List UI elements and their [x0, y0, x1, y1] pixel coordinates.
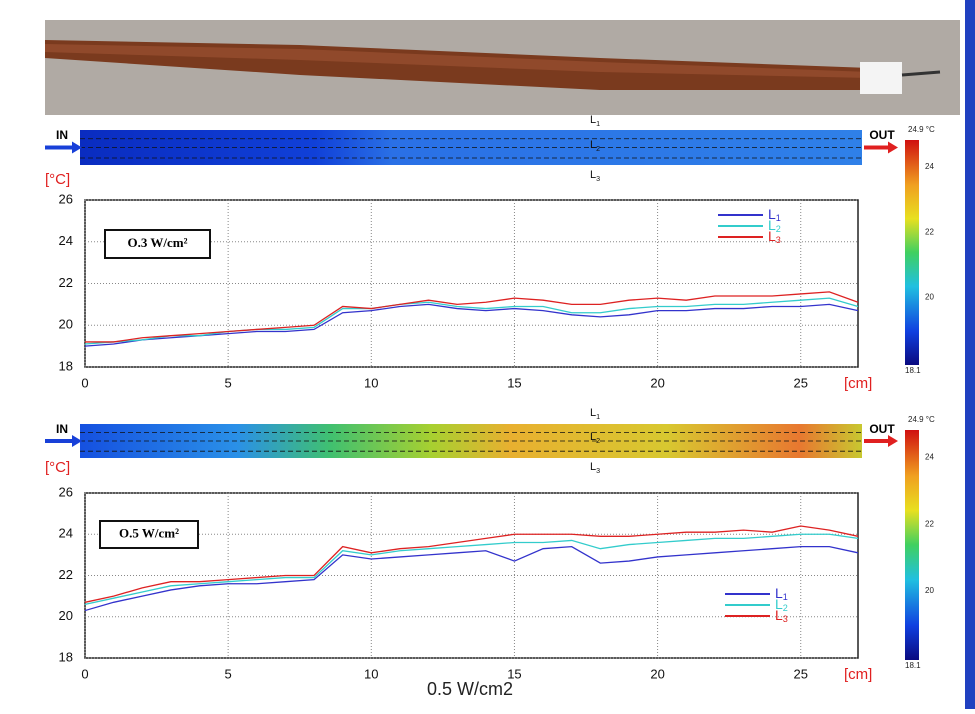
- legend-label: L3: [768, 228, 781, 246]
- y-tick-label: 20: [59, 317, 73, 332]
- x-tick-label: 0: [81, 375, 88, 390]
- data-line: [84, 533, 859, 606]
- plot-area: [84, 199, 859, 368]
- y-tick-label: 26: [59, 191, 73, 206]
- x-tick-label: 20: [650, 375, 664, 390]
- outlet-arrow-head: [888, 141, 898, 154]
- data-line: [84, 297, 859, 345]
- x-tick-label: 5: [225, 375, 232, 390]
- caption: 0.5 W/cm2: [427, 679, 513, 699]
- line-label: L1: [590, 407, 600, 421]
- x-tick-label: 5: [225, 666, 232, 681]
- x-tick-label: 0: [81, 666, 88, 681]
- colorbar-max: 24.9 °C: [908, 125, 935, 134]
- legend-label: L2: [775, 596, 788, 614]
- colorbar-tick: 24: [925, 162, 934, 171]
- line-label: L2: [590, 139, 600, 153]
- line-label: L3: [590, 461, 600, 475]
- y-tick-label: 24: [59, 526, 73, 541]
- colorbar-max: 24.9 °C: [908, 415, 935, 424]
- colorbar: [905, 140, 919, 365]
- y-tick-label: 22: [59, 567, 73, 582]
- line-label: L1: [590, 114, 600, 128]
- y-axis-unit: [°C]: [45, 171, 70, 188]
- y-tick-label: 26: [59, 484, 73, 499]
- colorbar-tick: 20: [925, 293, 934, 302]
- data-line: [84, 525, 859, 603]
- x-axis-unit: [cm]: [844, 666, 872, 683]
- y-tick-label: 22: [59, 275, 73, 290]
- x-tick-label: 15: [507, 375, 521, 390]
- x-tick-label: 25: [794, 666, 808, 681]
- colorbar-min: 18.1: [905, 661, 921, 670]
- x-tick-label: 20: [650, 666, 664, 681]
- outlet-arrow-head: [888, 435, 898, 447]
- page-border: [965, 0, 975, 709]
- legend-label: L2: [768, 217, 781, 235]
- inlet-label: IN: [56, 128, 68, 142]
- x-axis-unit: [cm]: [844, 375, 872, 392]
- outlet-label: OUT: [869, 422, 895, 436]
- x-tick-label: 25: [794, 375, 808, 390]
- photo: [45, 20, 960, 115]
- annotation: O.3 W/cm²: [128, 235, 188, 250]
- y-tick-label: 18: [59, 358, 73, 373]
- legend-label: L1: [768, 206, 781, 224]
- y-tick-label: 24: [59, 233, 73, 248]
- x-tick-label: 15: [507, 666, 521, 681]
- line-label: L3: [590, 169, 600, 183]
- x-tick-label: 10: [364, 375, 378, 390]
- annotation-box: [104, 229, 211, 259]
- plot-area: [84, 492, 859, 659]
- outlet-label: OUT: [869, 128, 895, 142]
- data-line: [85, 291, 859, 343]
- line-label: L2: [590, 431, 600, 445]
- data-line: [84, 303, 859, 347]
- colorbar: [905, 430, 919, 660]
- y-tick-label: 20: [59, 608, 73, 623]
- inlet-arrow-head: [72, 435, 82, 447]
- annotation-box: [99, 520, 199, 549]
- inlet-arrow-head: [72, 141, 82, 154]
- colorbar-tick: 24: [925, 453, 934, 462]
- y-tick-label: 18: [59, 649, 73, 664]
- inlet-label: IN: [56, 422, 68, 436]
- y-axis-unit: [°C]: [45, 459, 70, 476]
- x-tick-label: 10: [364, 666, 378, 681]
- colorbar-tick: 22: [925, 227, 934, 236]
- colorbar-min: 18.1: [905, 366, 921, 375]
- colorbar-tick: 22: [925, 519, 934, 528]
- colorbar-tick: 20: [925, 586, 934, 595]
- annotation: O.5 W/cm²: [119, 525, 179, 540]
- legend-label: L3: [775, 607, 788, 625]
- legend-label: L1: [775, 585, 788, 603]
- data-line: [84, 545, 859, 612]
